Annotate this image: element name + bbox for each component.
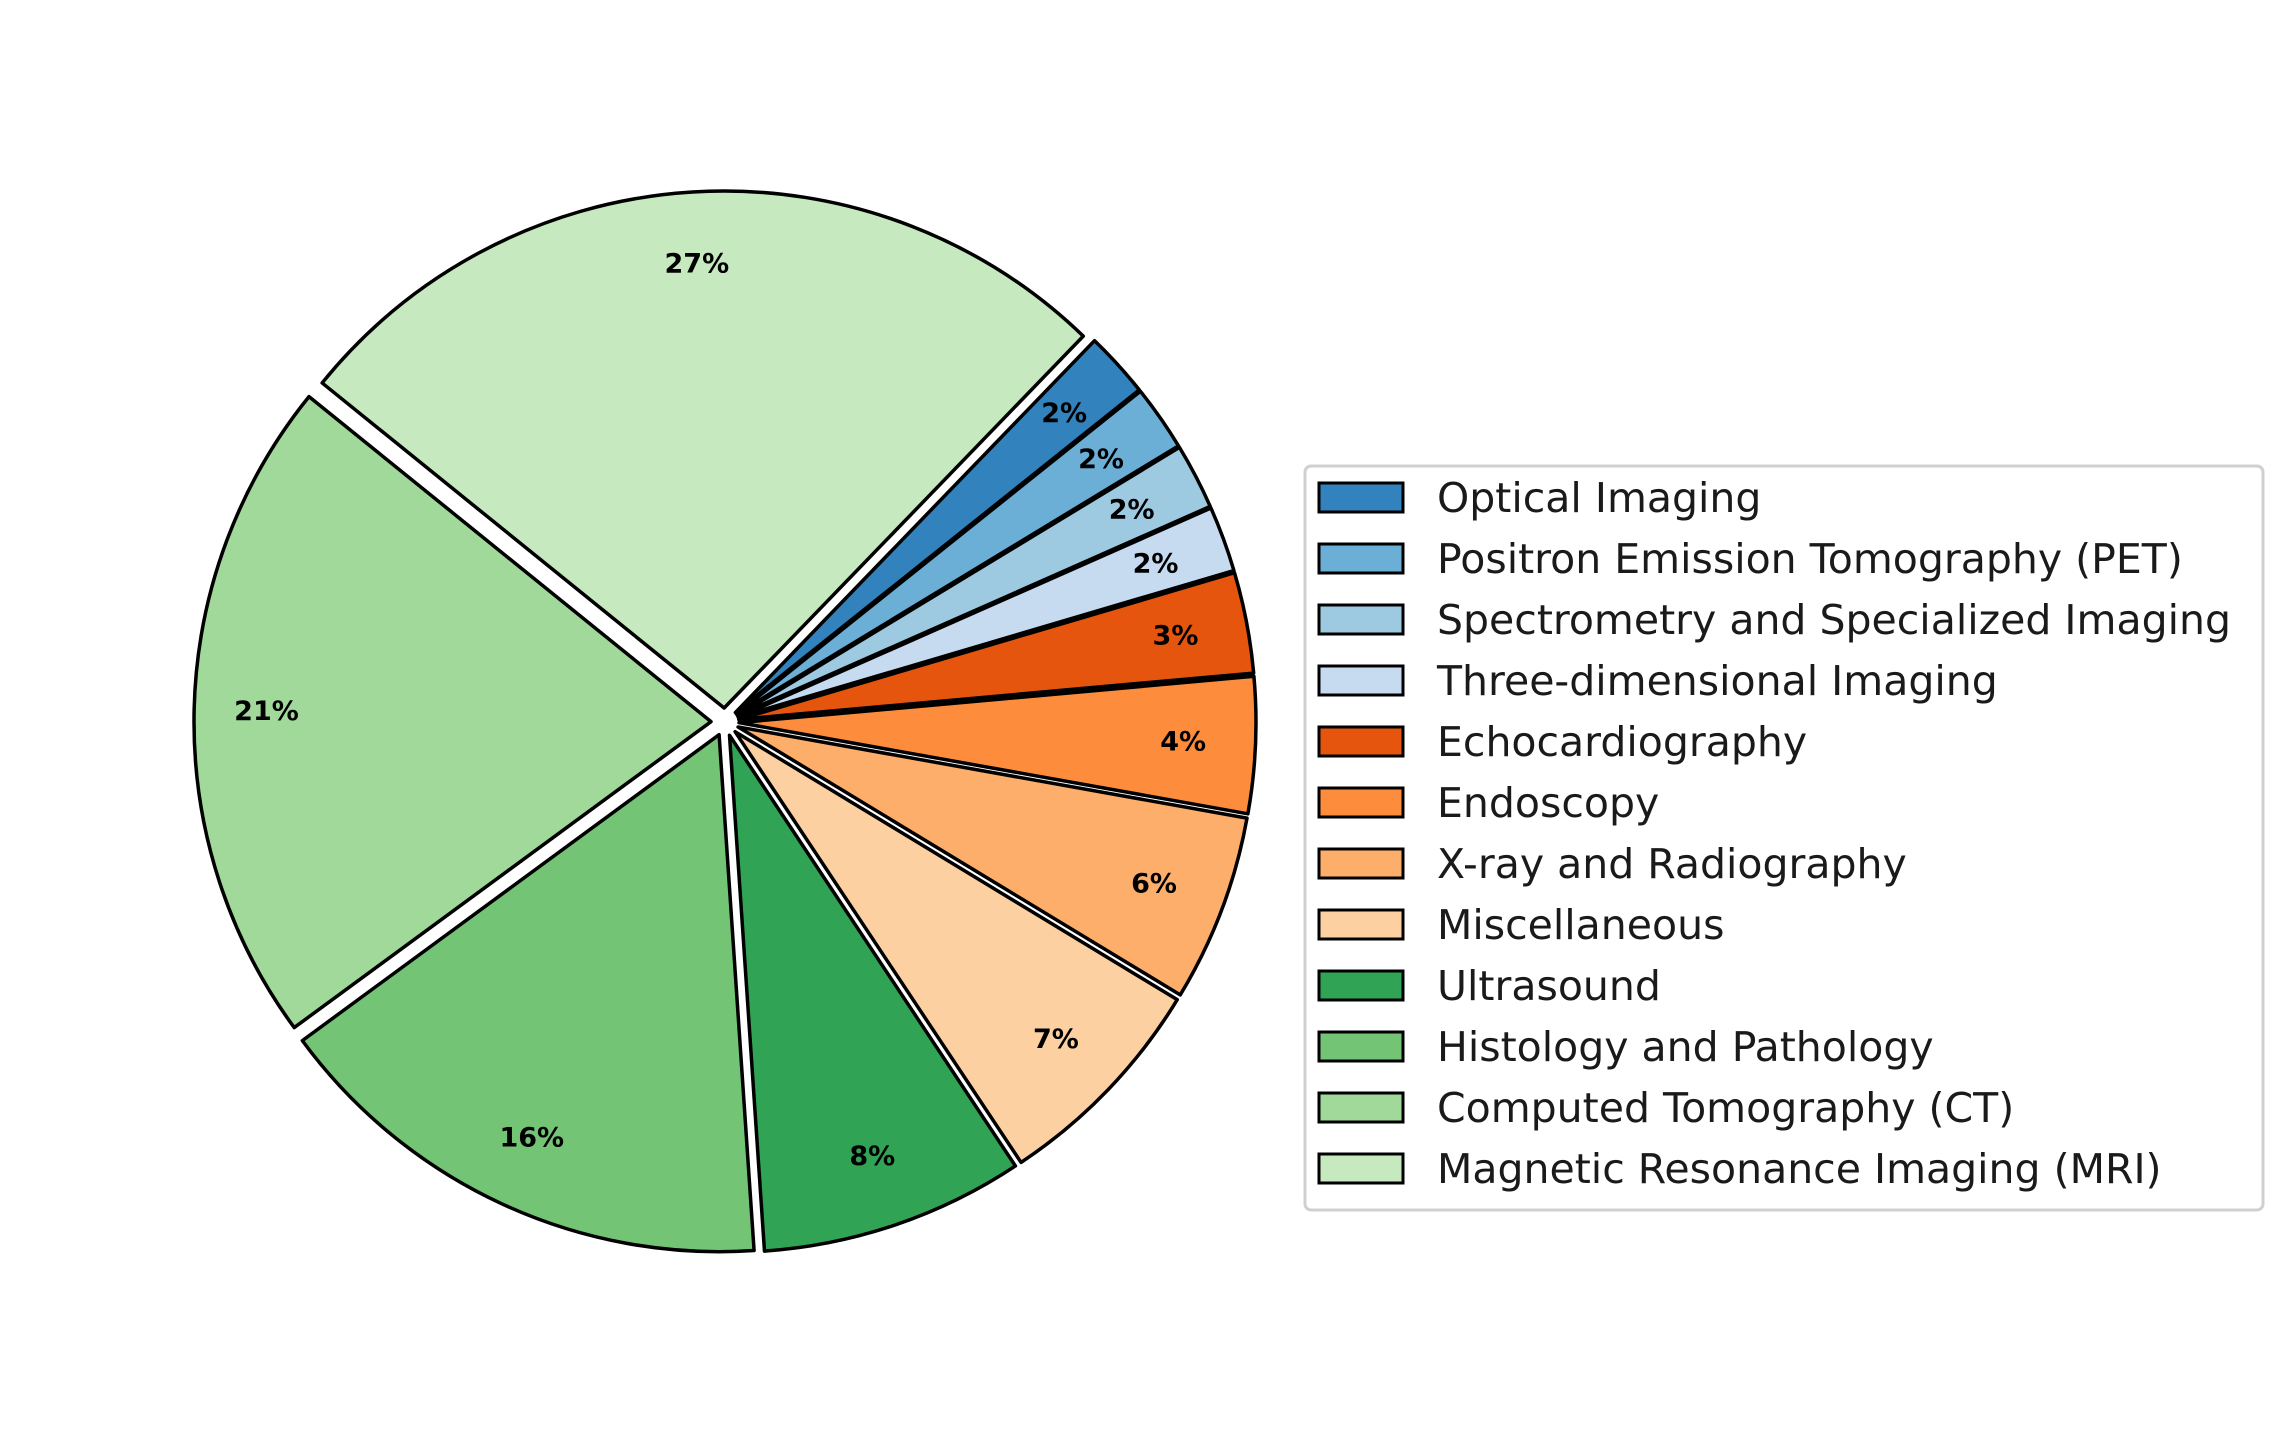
legend-swatch-9: [1317, 969, 1405, 1002]
legend-swatch-12: [1317, 1152, 1405, 1185]
legend-label-10: Histology and Pathology: [1437, 1023, 1934, 1071]
pie-slice-12: [320, 189, 1086, 710]
pie-slice-2: [734, 389, 1181, 716]
legend-label-8: Miscellaneous: [1437, 901, 1724, 949]
legend-label-6: Endoscopy: [1437, 779, 1659, 827]
legend-frame: [1303, 464, 2265, 1212]
pie-percent-label-8: 7%: [1033, 1024, 1079, 1055]
legend-swatch-7: [1317, 847, 1405, 880]
legend-label-1: Optical Imaging: [1437, 474, 1761, 522]
pie-slice-9: [727, 733, 1018, 1253]
pie-percent-labels: 2% 2% 2% 2% 3% 4% 6% 7% 8% 16% 21% 27%: [234, 249, 1206, 1172]
pie-percent-label-5: 3%: [1153, 620, 1199, 651]
legend-swatch-3: [1317, 603, 1405, 636]
legend-label-11: Computed Tomography (CT): [1437, 1084, 2014, 1132]
pie-slice-11: [192, 394, 713, 1030]
legend-label-7: X-ray and Radiography: [1437, 840, 1907, 888]
legend-swatch-5: [1317, 725, 1405, 758]
legend-label-3: Spectrometry and Specialized Imaging: [1437, 596, 2231, 644]
pie-percent-label-4: 2%: [1133, 548, 1179, 579]
pie-percent-label-2: 2%: [1078, 444, 1124, 475]
pie-percent-label-3: 2%: [1109, 494, 1155, 525]
pie-slices: [192, 189, 1258, 1254]
legend-entries: Optical Imaging Positron Emission Tomogra…: [1317, 474, 2231, 1193]
pie-percent-label-6: 4%: [1160, 727, 1206, 758]
pie-percent-label-11: 21%: [234, 696, 299, 727]
legend-swatch-4: [1317, 664, 1405, 697]
pie-percent-label-7: 6%: [1131, 869, 1177, 900]
legend-swatch-6: [1317, 786, 1405, 819]
legend: Optical Imaging Positron Emission Tomogra…: [1303, 464, 2265, 1212]
legend-swatch-11: [1317, 1091, 1405, 1124]
pie-slice-5: [737, 570, 1256, 722]
pie-slice-6: [737, 674, 1258, 816]
pie-slice-7: [736, 725, 1249, 997]
pie-percent-label-1: 2%: [1041, 398, 1087, 429]
pie-slice-4: [736, 506, 1236, 719]
pie-percent-label-10: 16%: [499, 1122, 564, 1153]
pie-slice-3: [735, 445, 1212, 718]
legend-label-2: Positron Emission Tomography (PET): [1437, 535, 2183, 583]
pie-percent-label-12: 27%: [665, 249, 730, 280]
legend-label-12: Magnetic Resonance Imaging (MRI): [1437, 1145, 2162, 1193]
legend-swatch-2: [1317, 542, 1405, 575]
pie-slice-8: [733, 729, 1179, 1165]
pie-slice-10: [300, 732, 756, 1254]
pie-slice-1: [733, 338, 1142, 715]
legend-swatch-1: [1317, 481, 1405, 514]
legend-swatch-10: [1317, 1030, 1405, 1063]
pie-percent-label-9: 8%: [849, 1141, 895, 1172]
legend-label-4: Three-dimensional Imaging: [1436, 657, 1998, 705]
legend-swatch-8: [1317, 908, 1405, 941]
legend-label-5: Echocardiography: [1437, 718, 1807, 766]
legend-label-9: Ultrasound: [1437, 962, 1661, 1010]
